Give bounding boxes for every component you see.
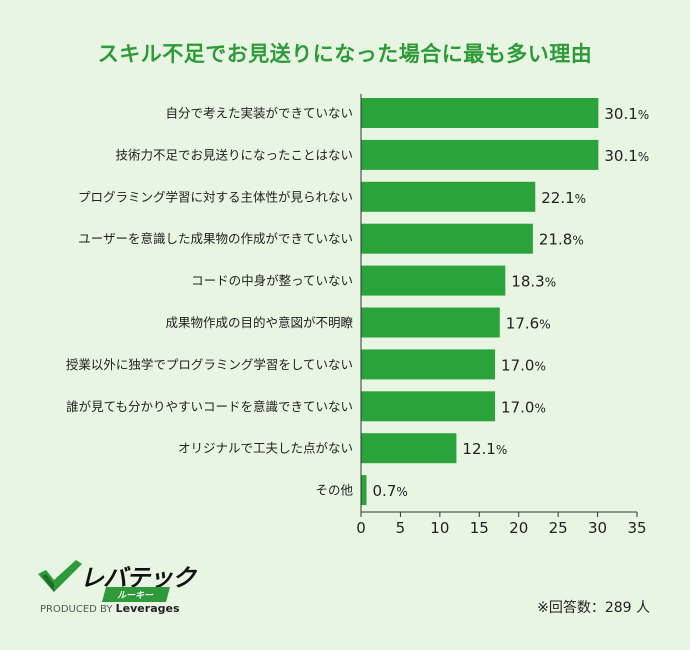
respondents-note: ※回答数：289 人 [537,600,650,616]
value-suffix: % [638,150,649,164]
value-number: 0.7 [373,482,397,500]
value-suffix: % [534,359,545,373]
value-number: 17.6 [506,315,539,333]
category-label: コードの中身が整っていない [191,273,353,288]
value-number: 17.0 [501,398,534,416]
value-label: 30.1% [604,105,649,123]
category-label: 成果物作成の目的や意図が不明瞭 [165,315,353,330]
bar [361,475,367,506]
value-label: 17.0% [501,398,546,416]
x-tick-label: 5 [396,519,406,537]
bar [361,349,496,380]
category-label: 授業以外に独学でプログラミング学習をしていない [66,357,353,372]
x-tick-label: 20 [509,519,528,537]
value-label: 21.8% [539,231,584,249]
value-number: 17.0 [501,356,534,374]
value-suffix: % [496,443,507,457]
value-number: 18.3 [511,273,544,291]
value-number: 30.1 [604,147,637,165]
value-label: 22.1% [541,189,586,207]
value-number: 12.1 [462,440,495,458]
value-label: 30.1% [604,147,649,165]
value-number: 22.1 [541,189,574,207]
value-label: 12.1% [462,440,507,458]
value-suffix: % [534,401,545,415]
category-label: 自分で考えた実装ができていない [165,106,353,121]
bar [361,181,536,212]
x-tick-label: 35 [627,519,646,537]
bar [361,391,496,422]
bar [361,307,500,338]
value-suffix: % [539,318,550,332]
value-suffix: % [638,108,649,122]
logo-subtitle: ルーキー [101,587,171,602]
value-label: 17.0% [501,356,546,374]
produced-by-text: PRODUCED BY Leverages [40,602,180,615]
bar [361,433,457,464]
bar [361,265,506,296]
value-suffix: % [396,485,407,499]
value-label: 17.6% [506,315,551,333]
levtech-rookie-logo: レバテック ルーキー PRODUCED BY Leverages [38,558,198,618]
value-number: 30.1 [604,105,637,123]
category-label: プログラミング学習に対する主体性が見られない [78,189,353,204]
x-tick-label: 15 [470,519,489,537]
category-label: ユーザーを意識した成果物の作成ができていない [78,231,353,246]
value-label: 0.7% [373,482,408,500]
category-label: 誰が見ても分かりやすいコードを意識できていない [66,399,353,414]
x-tick-label: 0 [356,519,366,537]
value-suffix: % [572,234,583,248]
chart-title: スキル不足でお見送りになった場合に最も多い理由 [97,42,593,66]
bar [361,139,599,170]
value-suffix: % [575,192,586,206]
value-label: 18.3% [511,273,556,291]
checkmark-icon [38,560,82,592]
value-suffix: % [545,276,556,290]
x-tick-label: 10 [430,519,449,537]
bar [361,223,533,254]
category-label: オリジナルで工夫した点がない [178,441,353,456]
value-number: 21.8 [539,231,572,249]
company-name: Leverages [115,602,180,615]
category-label: その他 [315,483,353,498]
x-tick-label: 25 [549,519,568,537]
produced-by-label: PRODUCED BY [40,604,113,615]
bar [361,98,599,128]
x-tick-label: 30 [588,519,607,537]
category-label: 技術力不足でお見送りになったことはない [115,147,353,162]
